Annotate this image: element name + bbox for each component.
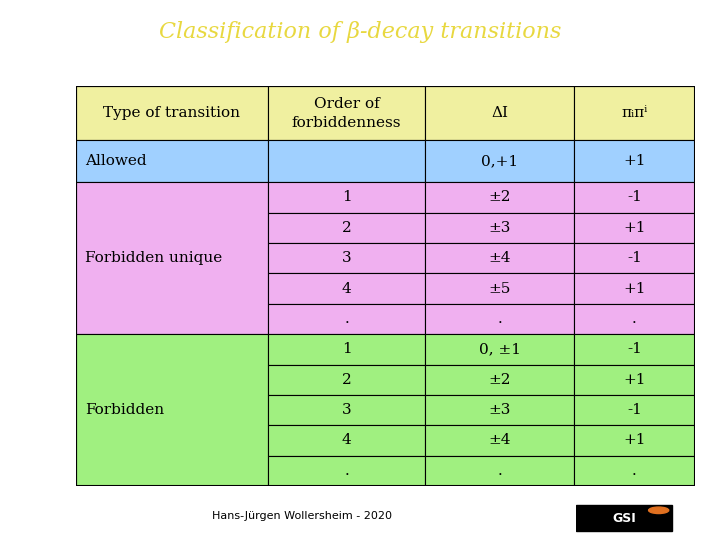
Circle shape (649, 507, 669, 514)
Text: .: . (498, 312, 502, 326)
Bar (574, 395, 695, 426)
Bar (574, 304, 695, 334)
Text: .: . (344, 312, 349, 326)
Bar (426, 140, 574, 183)
Bar (76, 334, 268, 486)
Bar (574, 426, 695, 456)
Bar (574, 334, 695, 364)
Bar (574, 183, 695, 213)
Bar (576, 505, 672, 531)
Text: Type of transition: Type of transition (103, 106, 240, 120)
Text: +1: +1 (624, 373, 646, 387)
Bar (268, 86, 426, 140)
Bar (574, 456, 695, 486)
Text: Forbidden unique: Forbidden unique (85, 251, 222, 265)
Text: +1: +1 (624, 434, 646, 448)
Text: ±4: ±4 (488, 434, 511, 448)
Text: 4: 4 (341, 281, 351, 295)
Bar (426, 86, 574, 140)
Text: -1: -1 (627, 191, 642, 205)
Text: -1: -1 (627, 251, 642, 265)
Text: ±5: ±5 (489, 281, 511, 295)
Bar (268, 456, 426, 486)
Bar (268, 426, 426, 456)
Bar (426, 364, 574, 395)
Bar (574, 364, 695, 395)
Text: 4: 4 (341, 434, 351, 448)
Bar (426, 273, 574, 304)
Bar (574, 86, 695, 140)
Text: ΔI: ΔI (491, 106, 508, 120)
Bar (574, 213, 695, 243)
Text: 1: 1 (341, 342, 351, 356)
Text: 1: 1 (341, 191, 351, 205)
Bar (426, 304, 574, 334)
Text: +1: +1 (624, 281, 646, 295)
Bar (574, 140, 695, 183)
Text: Classification of β-decay transitions: Classification of β-decay transitions (159, 22, 561, 43)
Text: ±3: ±3 (489, 221, 511, 235)
Text: -1: -1 (627, 403, 642, 417)
Text: ±4: ±4 (488, 251, 511, 265)
Bar (268, 304, 426, 334)
Bar (574, 243, 695, 273)
Text: Forbidden: Forbidden (85, 403, 164, 417)
Text: 2: 2 (341, 221, 351, 235)
Bar (426, 334, 574, 364)
Bar (426, 426, 574, 456)
Bar (268, 273, 426, 304)
Bar (268, 183, 426, 213)
Bar (268, 334, 426, 364)
Bar (76, 86, 268, 140)
Text: +1: +1 (624, 154, 646, 168)
Bar (426, 456, 574, 486)
Text: 3: 3 (342, 403, 351, 417)
Bar (426, 243, 574, 273)
Text: 0, ±1: 0, ±1 (479, 342, 521, 356)
Bar (268, 140, 426, 183)
Text: Allowed: Allowed (85, 154, 146, 168)
Text: .: . (344, 464, 349, 478)
Text: -1: -1 (627, 342, 642, 356)
Text: 3: 3 (342, 251, 351, 265)
Text: 0,+1: 0,+1 (481, 154, 518, 168)
Bar (426, 395, 574, 426)
Bar (426, 213, 574, 243)
Text: ±3: ±3 (489, 403, 511, 417)
Text: +1: +1 (624, 221, 646, 235)
Bar (76, 183, 268, 334)
Text: 2: 2 (341, 373, 351, 387)
Bar (268, 213, 426, 243)
Bar (268, 395, 426, 426)
Text: ±2: ±2 (488, 191, 511, 205)
Bar (76, 140, 268, 183)
Bar (268, 243, 426, 273)
Text: .: . (632, 464, 636, 478)
Text: .: . (632, 312, 636, 326)
Bar (426, 183, 574, 213)
Text: .: . (498, 464, 502, 478)
Bar (574, 273, 695, 304)
Text: Order of
forbiddenness: Order of forbiddenness (292, 97, 401, 130)
Text: GSI: GSI (613, 512, 636, 525)
Text: ±2: ±2 (488, 373, 511, 387)
Text: Hans-Jürgen Wollersheim - 2020: Hans-Jürgen Wollersheim - 2020 (212, 511, 392, 521)
Bar (268, 364, 426, 395)
Text: πᵢπⁱ: πᵢπⁱ (621, 106, 647, 120)
